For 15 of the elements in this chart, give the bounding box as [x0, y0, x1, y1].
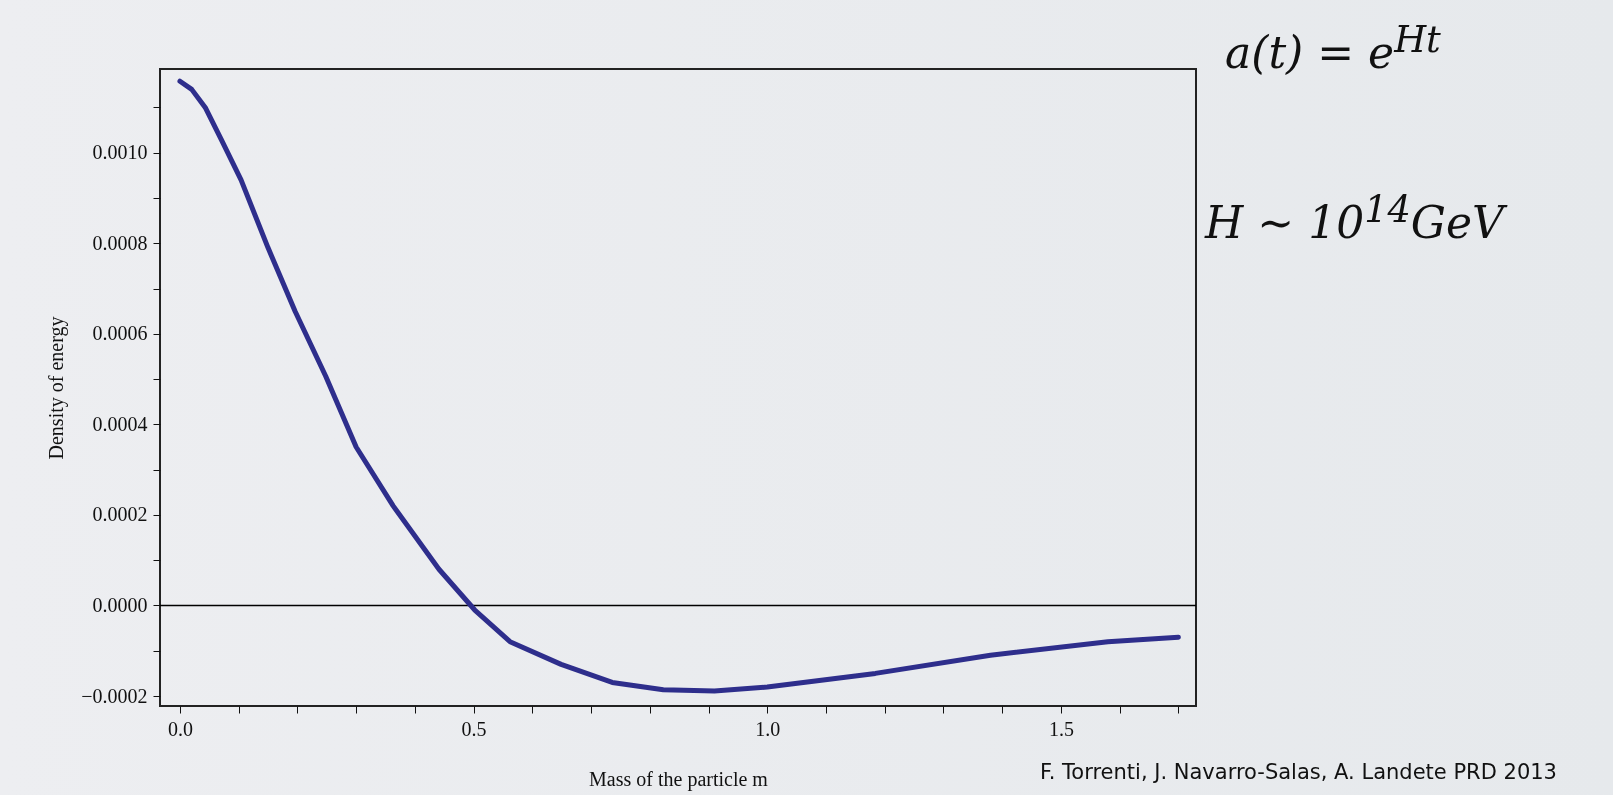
x-tick-label: 0.5 [461, 717, 487, 740]
y-tick-label: 0.0002 [92, 503, 148, 526]
y-tick-label: 0.0004 [92, 412, 148, 435]
y-axis-title: Density of energy [45, 316, 69, 460]
y-tick-label: 0.0006 [92, 322, 148, 345]
text: a(t) = e$^{Ht}$ [1225, 18, 1441, 78]
y-tick-label: 0.0010 [92, 141, 148, 164]
text: F. Torrenti, J. Navarro-Salas, A. Landete PRD 2013 [1040, 760, 1557, 784]
x-axis-title: Mass of the particle m [589, 767, 769, 791]
x-tick-label: 1.0 [755, 717, 781, 740]
y-tick-label: 0.0000 [92, 593, 148, 616]
x-tick-label: 1.5 [1048, 717, 1074, 740]
x-tick-label: 0.0 [167, 717, 193, 740]
y-tick-label: 0.0008 [92, 231, 148, 254]
y-tick-label: −0.0002 [81, 684, 148, 707]
